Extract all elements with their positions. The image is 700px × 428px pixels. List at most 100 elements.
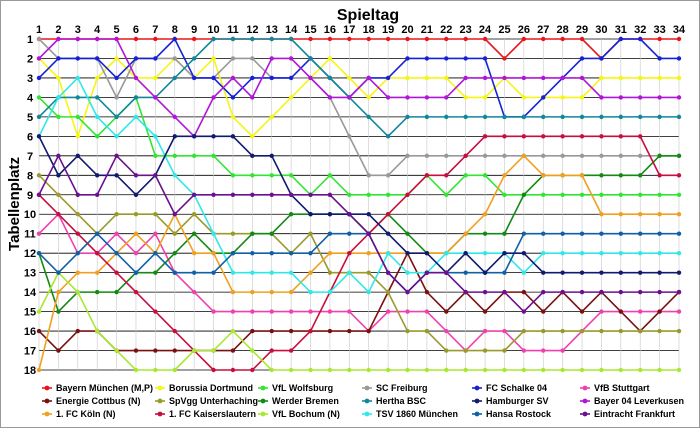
- data-point: [75, 114, 80, 120]
- legend-label: Hamburger SV: [486, 396, 549, 406]
- legend-label: Hertha BSC: [376, 396, 427, 406]
- x-tick-label: 12: [246, 24, 258, 36]
- data-point: [269, 192, 274, 197]
- legend-swatch-marker: [157, 411, 163, 417]
- data-point: [250, 348, 255, 353]
- legend-swatch-marker: [157, 385, 163, 391]
- data-point: [94, 270, 100, 275]
- data-point: [133, 173, 139, 178]
- data-point: [599, 367, 604, 373]
- data-point: [676, 212, 682, 217]
- data-point: [638, 36, 643, 42]
- data-point: [444, 114, 449, 120]
- data-point: [327, 95, 333, 100]
- data-point: [385, 75, 391, 81]
- data-point: [676, 95, 682, 100]
- data-point: [463, 231, 468, 236]
- x-tick-label: 1: [36, 24, 42, 36]
- data-point: [657, 270, 662, 275]
- data-point: [618, 270, 624, 275]
- data-point: [444, 75, 449, 81]
- data-point: [521, 348, 527, 353]
- data-point: [618, 153, 624, 159]
- data-point: [599, 114, 604, 120]
- data-point: [327, 173, 333, 178]
- data-point: [541, 153, 546, 159]
- data-point: [308, 328, 313, 334]
- data-point: [191, 231, 197, 236]
- data-point: [250, 309, 255, 314]
- data-point: [424, 36, 430, 42]
- data-point: [269, 231, 274, 236]
- legend-label: FC Schalke 04: [486, 383, 547, 393]
- data-point: [75, 231, 80, 236]
- data-point: [211, 56, 216, 61]
- data-point: [502, 134, 507, 139]
- data-point: [366, 250, 371, 256]
- data-point: [230, 95, 236, 100]
- data-point: [75, 134, 80, 139]
- data-point: [36, 114, 42, 120]
- data-point: [599, 289, 604, 295]
- data-point: [327, 56, 333, 61]
- data-point: [657, 153, 662, 159]
- data-point: [114, 114, 119, 120]
- data-point: [502, 270, 507, 275]
- data-point: [579, 36, 585, 42]
- data-point: [482, 173, 488, 178]
- data-point: [638, 212, 643, 217]
- data-point: [502, 250, 507, 256]
- data-point: [405, 367, 410, 373]
- data-point: [657, 309, 662, 314]
- legend-item: Hansa Rostock: [472, 409, 552, 419]
- y-tick-label: 14: [24, 287, 37, 299]
- data-point: [308, 309, 313, 314]
- data-point: [521, 367, 527, 373]
- data-point: [172, 270, 177, 275]
- data-point: [366, 212, 371, 217]
- x-tick-label: 17: [343, 24, 355, 36]
- data-point: [191, 134, 197, 139]
- data-point: [424, 173, 430, 178]
- x-tick-label: 19: [382, 24, 394, 36]
- data-point: [172, 134, 177, 139]
- data-point: [463, 114, 468, 120]
- x-tick-label: 24: [479, 24, 492, 36]
- x-tick-label: 29: [576, 24, 588, 36]
- data-point: [36, 231, 42, 236]
- data-point: [618, 114, 624, 120]
- data-point: [541, 134, 546, 139]
- x-tick-label: 6: [133, 24, 139, 36]
- data-point: [405, 270, 410, 275]
- data-point: [230, 231, 236, 236]
- legend-swatch-marker: [474, 398, 480, 404]
- data-point: [482, 56, 488, 61]
- y-tick-label: 7: [27, 151, 33, 163]
- data-point: [250, 270, 255, 275]
- data-point: [347, 328, 352, 334]
- legend-item: VfL Wolfsburg: [258, 383, 333, 393]
- x-tick-label: 22: [440, 24, 452, 36]
- data-point: [541, 250, 546, 256]
- data-point: [521, 114, 527, 120]
- data-point: [56, 173, 61, 178]
- data-point: [211, 134, 216, 139]
- data-point: [211, 153, 216, 159]
- legend-item: 1. FC Kaiserslautern: [155, 409, 256, 419]
- data-point: [482, 134, 488, 139]
- y-tick-label: 15: [24, 307, 36, 319]
- data-point: [75, 289, 80, 295]
- x-tick-label: 3: [75, 24, 81, 36]
- data-point: [444, 309, 449, 314]
- data-point: [250, 95, 255, 100]
- data-point: [230, 367, 236, 373]
- data-point: [560, 36, 565, 42]
- data-point: [676, 173, 682, 178]
- data-point: [288, 328, 294, 334]
- legend-item: Hamburger SV: [472, 396, 549, 406]
- data-point: [133, 75, 139, 81]
- series-line: [38, 155, 679, 371]
- data-point: [424, 75, 430, 81]
- data-point: [288, 75, 294, 81]
- data-point: [56, 270, 61, 275]
